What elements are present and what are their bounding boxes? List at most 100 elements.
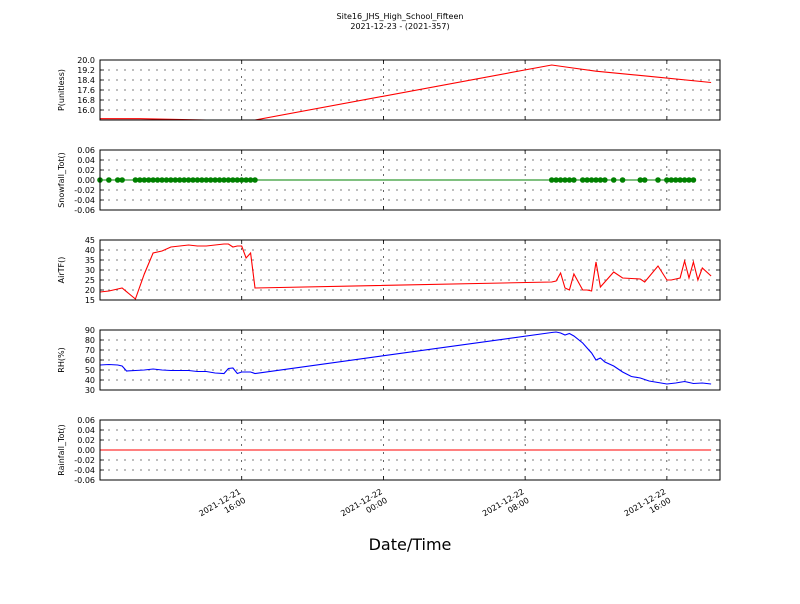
data-point-snow bbox=[672, 177, 679, 183]
data-point-snow bbox=[159, 177, 165, 183]
y-tick-label: 0.06 bbox=[77, 416, 95, 425]
axes-frame bbox=[99, 59, 721, 121]
data-point-snow bbox=[655, 177, 661, 183]
y-tick-label: 20.0 bbox=[77, 56, 95, 65]
data-point-snow bbox=[610, 177, 617, 183]
data-point-snow bbox=[168, 177, 174, 183]
y-tick-label: 50 bbox=[85, 366, 95, 375]
data-point-snow bbox=[216, 177, 223, 183]
data-point-snow bbox=[185, 177, 192, 183]
series-line-airt bbox=[100, 243, 712, 300]
y-tick-label: 0.06 bbox=[77, 146, 95, 155]
data-point-snow bbox=[557, 177, 564, 183]
series-line-rh bbox=[100, 331, 712, 385]
y-tick-label: -0.04 bbox=[74, 196, 95, 205]
data-point-snow bbox=[247, 177, 254, 183]
data-point-snow bbox=[132, 177, 139, 183]
y-tick-label: 70 bbox=[85, 346, 95, 355]
y-tick-label: 0.04 bbox=[77, 156, 95, 165]
y-tick-label: 40 bbox=[85, 246, 95, 255]
y-tick-label: -0.04 bbox=[74, 466, 95, 475]
panel-rain: -0.06-0.04-0.020.000.020.040.06 Rainfall_… bbox=[57, 416, 721, 485]
y-axis-label-rain: Rainfall_Tot() bbox=[57, 424, 66, 476]
data-point-snow bbox=[199, 177, 205, 183]
data-point-snow bbox=[194, 177, 201, 183]
data-point-snow bbox=[602, 177, 608, 183]
y-tick-label: 17.6 bbox=[77, 86, 95, 95]
y-tick-label: 40 bbox=[85, 376, 95, 385]
data-point-snow bbox=[119, 177, 125, 183]
data-point-snow bbox=[668, 177, 675, 183]
data-point-snow bbox=[238, 177, 245, 183]
y-tick-label: 25 bbox=[85, 276, 95, 285]
axes-frame bbox=[99, 149, 721, 211]
data-point-snow bbox=[207, 177, 214, 183]
data-point-snow bbox=[690, 177, 697, 183]
data-point-snow bbox=[681, 177, 688, 183]
y-tick-label: -0.02 bbox=[74, 456, 95, 465]
y-tick-label: 18.4 bbox=[77, 76, 95, 85]
data-point-snow bbox=[234, 177, 241, 183]
data-point-snow bbox=[548, 177, 555, 183]
axes-frame bbox=[99, 419, 721, 481]
data-point-snow bbox=[553, 177, 559, 183]
y-tick-label: -0.06 bbox=[74, 476, 95, 485]
y-tick-label: 45 bbox=[85, 236, 95, 245]
y-tick-label: 30 bbox=[85, 266, 95, 275]
y-tick-label: 30 bbox=[85, 386, 95, 395]
data-point-snow bbox=[597, 177, 604, 183]
data-point-snow bbox=[243, 177, 249, 183]
data-point-snow bbox=[172, 177, 179, 183]
data-point-snow bbox=[137, 177, 143, 183]
data-point-snow bbox=[571, 177, 577, 183]
data-point-snow bbox=[641, 177, 648, 183]
y-tick-label: 90 bbox=[85, 326, 95, 335]
x-axis-label: Date/Time bbox=[369, 535, 452, 554]
data-point-snow bbox=[150, 177, 156, 183]
data-point-snow bbox=[664, 177, 670, 183]
y-tick-label: 0.00 bbox=[77, 176, 95, 185]
data-point-snow bbox=[145, 177, 152, 183]
axes-frame bbox=[99, 239, 721, 301]
data-point-snow bbox=[584, 177, 590, 183]
data-point-snow bbox=[686, 177, 692, 183]
y-axis-label-rh: RH(%) bbox=[57, 347, 66, 372]
data-point-snow bbox=[181, 177, 187, 183]
y-tick-label: 16.8 bbox=[77, 96, 95, 105]
figure-title-line2: 2021-12-23 - (2021-357) bbox=[350, 22, 449, 31]
y-tick-label: 16.0 bbox=[77, 106, 95, 115]
data-point-snow bbox=[566, 177, 573, 183]
y-tick-label: 19.2 bbox=[77, 66, 95, 75]
y-tick-label: 0.04 bbox=[77, 426, 95, 435]
data-point-snow bbox=[588, 177, 595, 183]
y-tick-label: 0.02 bbox=[77, 436, 95, 445]
data-point-snow bbox=[619, 177, 626, 183]
data-point-snow bbox=[163, 177, 170, 183]
data-point-snow bbox=[212, 177, 218, 183]
data-point-snow bbox=[141, 177, 148, 183]
y-tick-label: -0.02 bbox=[74, 186, 95, 195]
y-axis-label-airt: AirTF() bbox=[57, 257, 66, 284]
y-tick-label: 20 bbox=[85, 286, 95, 295]
data-point-snow bbox=[225, 177, 232, 183]
data-point-snow bbox=[562, 177, 568, 183]
panel-p: 16.016.817.618.419.220.0 P(unitless) bbox=[57, 56, 721, 121]
y-tick-label: 35 bbox=[85, 256, 95, 265]
data-point-snow bbox=[637, 177, 644, 183]
y-tick-label: 60 bbox=[85, 356, 95, 365]
y-tick-label: 15 bbox=[85, 296, 95, 305]
y-axis-label-p: P(unitless) bbox=[57, 69, 66, 111]
data-point-snow bbox=[203, 177, 210, 183]
y-tick-label: 80 bbox=[85, 336, 95, 345]
data-point-snow bbox=[230, 177, 236, 183]
y-tick-label: 0.02 bbox=[77, 166, 95, 175]
data-point-snow bbox=[579, 177, 586, 183]
data-point-snow bbox=[176, 177, 183, 183]
y-tick-label: -0.06 bbox=[74, 206, 95, 215]
data-point-snow bbox=[593, 177, 599, 183]
data-point-snow bbox=[221, 177, 227, 183]
